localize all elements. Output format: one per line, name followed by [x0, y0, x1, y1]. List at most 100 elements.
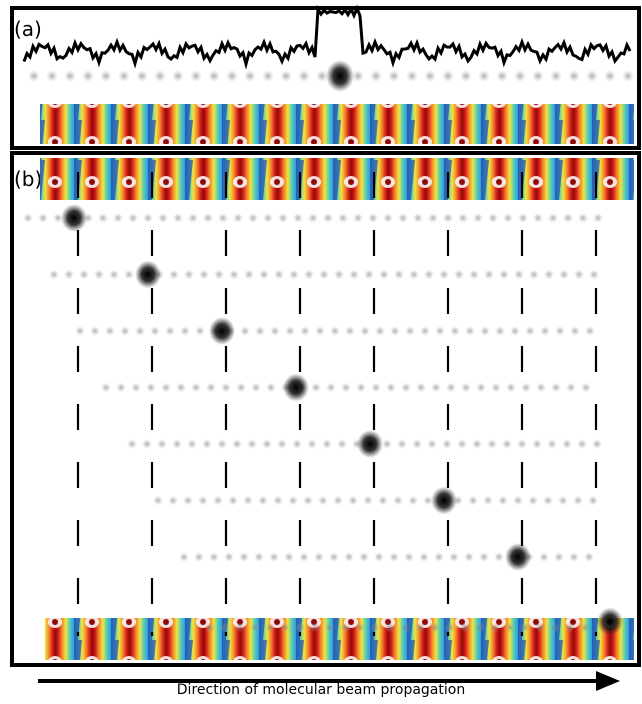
image-dot — [136, 70, 148, 82]
image-dot — [449, 552, 459, 562]
image-dot — [496, 70, 508, 82]
image-dot — [435, 326, 445, 336]
image-dot — [585, 326, 595, 336]
panel-b-molecule-image-rows — [23, 204, 623, 636]
image-dot — [82, 70, 94, 82]
image-dot — [528, 495, 538, 506]
image-dot — [478, 70, 490, 82]
image-dot — [521, 382, 531, 393]
image-dot — [359, 552, 369, 562]
image-dot — [295, 622, 305, 633]
image-dot — [228, 495, 238, 506]
image-dot — [338, 213, 348, 223]
image-dot — [217, 439, 227, 449]
panel-a-molecule-image-row — [28, 60, 634, 92]
image-dot — [105, 326, 115, 336]
image-dot — [517, 439, 527, 449]
image-dot — [348, 495, 358, 506]
image-dot — [259, 269, 269, 280]
image-dot — [544, 269, 554, 280]
image-dot — [278, 213, 288, 223]
image-dot — [265, 622, 275, 633]
image-dot — [558, 495, 568, 506]
image-dot — [472, 439, 482, 449]
image-dot — [488, 213, 498, 223]
image-dot — [397, 439, 407, 449]
image-dot — [255, 326, 265, 336]
focused-molecule-spot — [135, 260, 161, 289]
image-dot — [195, 326, 205, 336]
image-dot — [379, 269, 389, 280]
image-dot — [368, 213, 378, 223]
image-dot — [593, 213, 603, 223]
image-dot — [514, 70, 526, 82]
image-dot — [559, 269, 569, 280]
image-dot — [258, 495, 268, 506]
image-dot — [461, 382, 471, 393]
image-dot — [498, 495, 508, 506]
image-dot — [604, 70, 616, 82]
image-dot — [404, 552, 414, 562]
image-dot — [299, 552, 309, 562]
image-dot — [578, 213, 588, 223]
image-dot — [341, 382, 351, 393]
image-dot — [79, 269, 89, 280]
image-dot — [514, 269, 524, 280]
direction-arrow-head — [596, 671, 620, 691]
image-dot — [532, 439, 542, 449]
image-dot — [224, 552, 234, 562]
image-dot — [226, 70, 238, 82]
image-dot — [563, 213, 573, 223]
image-dot — [188, 213, 198, 223]
panel-b-top-field-strip — [40, 158, 634, 200]
image-dot — [484, 269, 494, 280]
image-dot — [229, 269, 239, 280]
image-dot — [476, 382, 486, 393]
image-dot — [262, 70, 274, 82]
image-dot — [415, 622, 425, 633]
image-dot — [208, 70, 220, 82]
image-dot — [311, 382, 321, 393]
image-dot — [205, 622, 215, 633]
image-dot — [510, 326, 520, 336]
image-dot — [503, 213, 513, 223]
image-dot — [202, 439, 212, 449]
image-dot — [555, 326, 565, 336]
image-dot — [191, 382, 201, 393]
image-dot — [90, 326, 100, 336]
image-dot — [262, 439, 272, 449]
image-dot — [353, 213, 363, 223]
image-dot — [401, 382, 411, 393]
image-dot — [388, 70, 400, 82]
image-dot — [565, 622, 575, 633]
image-dot — [577, 439, 587, 449]
image-dot — [536, 382, 546, 393]
image-dot — [46, 70, 58, 82]
image-dot — [439, 269, 449, 280]
panel-a-label: (a) — [14, 17, 42, 41]
image-dot — [442, 70, 454, 82]
image-dot — [187, 439, 197, 449]
image-dot — [307, 439, 317, 449]
image-dot — [569, 552, 579, 562]
image-dot — [385, 622, 395, 633]
panel-b-guide-lines — [76, 172, 598, 636]
image-dot — [165, 326, 175, 336]
image-dot — [127, 439, 137, 449]
image-dot — [588, 495, 598, 506]
image-dot — [483, 495, 493, 506]
image-dot — [236, 382, 246, 393]
image-dot — [416, 382, 426, 393]
image-dot — [314, 552, 324, 562]
image-dot — [412, 439, 422, 449]
image-dot — [113, 213, 123, 223]
image-dot — [284, 552, 294, 562]
image-dot — [505, 622, 515, 633]
image-dot — [135, 326, 145, 336]
image-dot — [446, 382, 456, 393]
image-dot — [213, 495, 223, 506]
image-dot — [428, 213, 438, 223]
image-dot — [64, 70, 76, 82]
image-dot — [499, 269, 509, 280]
image-dot — [180, 326, 190, 336]
